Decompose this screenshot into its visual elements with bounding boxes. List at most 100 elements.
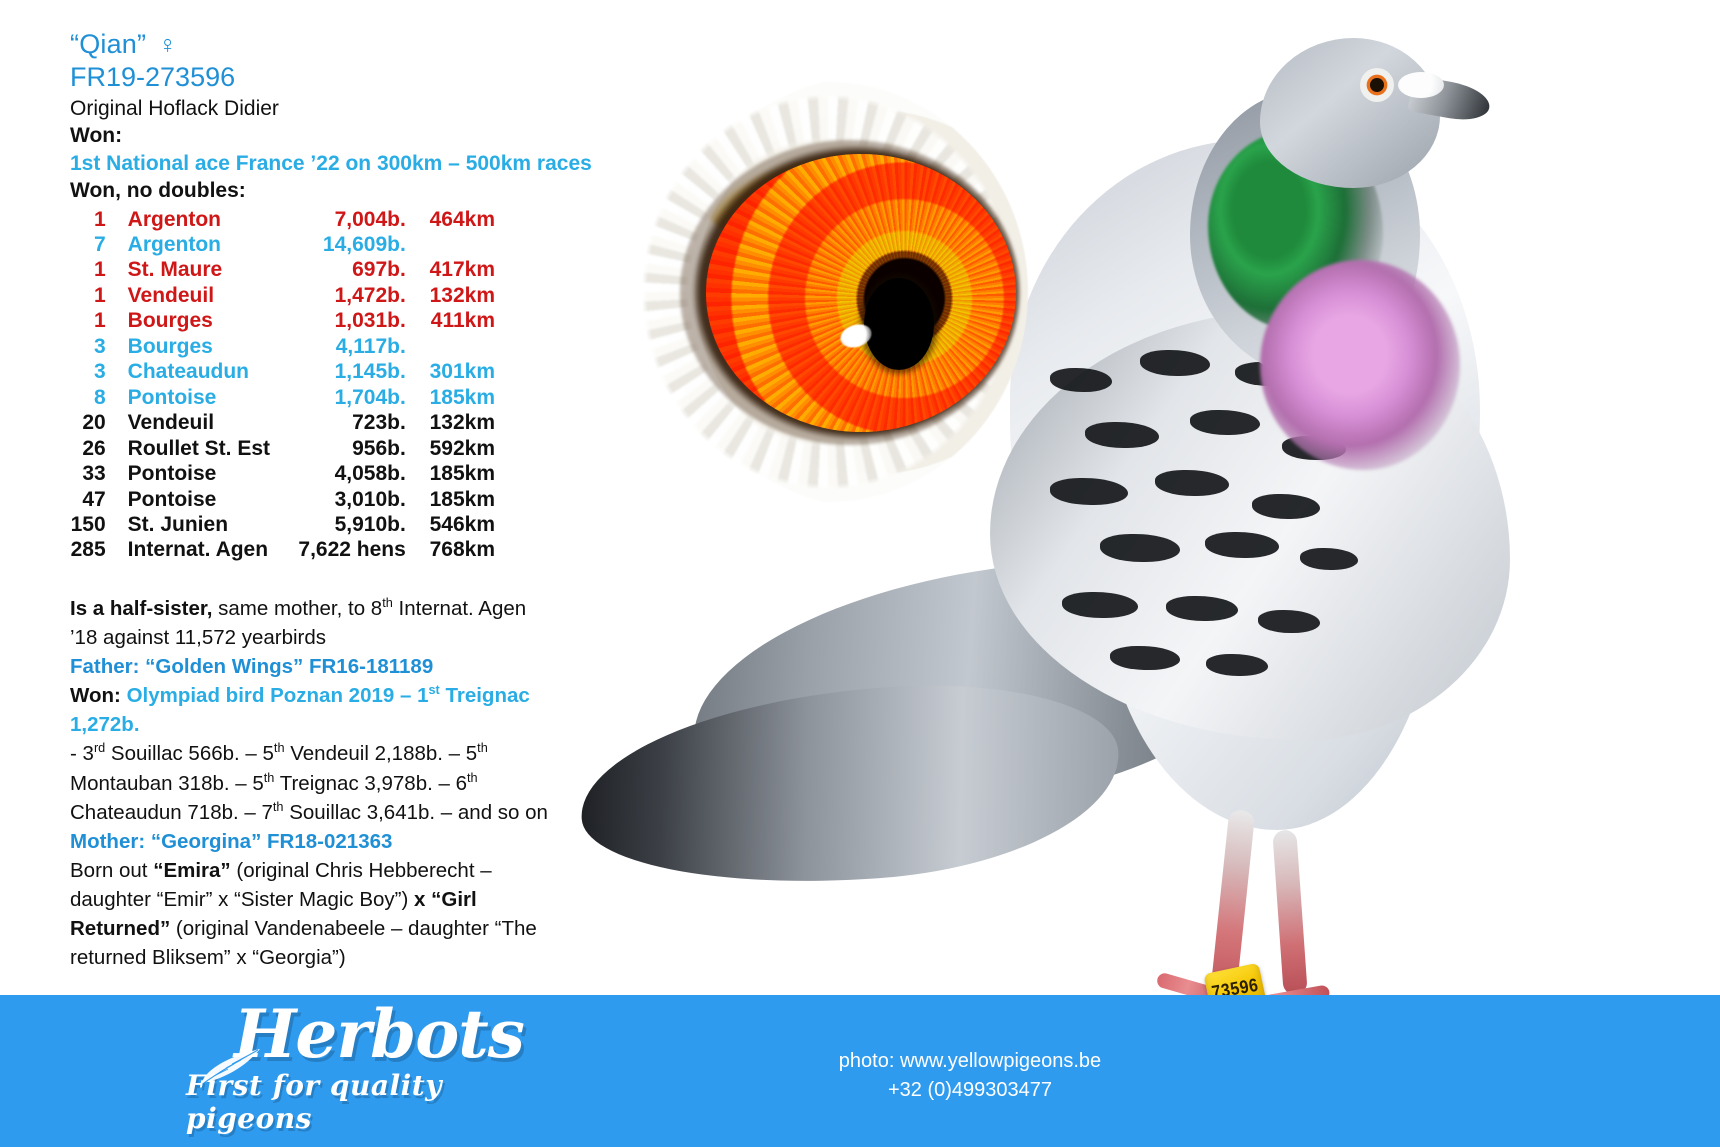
pigeon-name: “Qian” bbox=[70, 29, 147, 59]
ordinal-suffix: th bbox=[467, 769, 478, 785]
result-rank: 1 bbox=[93, 283, 106, 307]
father-won-ordinal-suffix: st bbox=[428, 682, 440, 698]
result-row: 26 Roullet St. Est 956b. 592km bbox=[70, 437, 495, 462]
footer-banner: Herbots First for quality pigeons photo:… bbox=[0, 995, 1720, 1147]
result-distance: 301km bbox=[429, 360, 495, 384]
pigeon-wing bbox=[990, 310, 1510, 740]
result-distance: 592km bbox=[429, 436, 495, 460]
result-distance bbox=[406, 335, 495, 360]
pigeon-head bbox=[1260, 38, 1440, 188]
ordinal-suffix: th bbox=[477, 740, 488, 756]
father-won-line: Won: Olympiad bird Poznan 2019 – 1st Tre… bbox=[70, 681, 550, 739]
result-row: 285 Internat. Agen 7,622 hens 768km bbox=[70, 538, 495, 563]
ordinal-suffix: rd bbox=[93, 740, 106, 756]
half-sister-lead: Is a half-sister, bbox=[70, 596, 213, 620]
iris bbox=[706, 154, 1016, 432]
result-race: Argenton bbox=[127, 233, 221, 257]
result-rank: 47 bbox=[82, 487, 106, 511]
result-distance: 185km bbox=[429, 462, 495, 486]
race-results-table: 1 Argenton 7,004b. 464km 7 Argenton 14,609b. 1 S… bbox=[70, 208, 495, 564]
result-birds: 697b. bbox=[352, 258, 406, 282]
herbots-tagline: First for quality pigeons bbox=[186, 1069, 442, 1135]
pigeon-neck-pink-iridescence bbox=[1260, 260, 1460, 470]
result-distance: 132km bbox=[429, 283, 495, 307]
result-rank: 33 bbox=[82, 462, 106, 486]
half-sister-text-2: Internat. Agen ’18 against 11,572 yearbi… bbox=[70, 596, 527, 650]
result-row: 1 Bourges 1,031b. 411km bbox=[70, 309, 495, 334]
result-row: 150 St. Junien 5,910b. 546km bbox=[70, 513, 495, 538]
father-details-paragraph: - 3rd Souillac 566b. – 5th Vendeuil 2,18… bbox=[70, 740, 548, 824]
result-birds: 7,622 hens bbox=[298, 538, 406, 562]
pupil bbox=[864, 278, 934, 370]
result-rank: 7 bbox=[93, 233, 106, 257]
half-sister-text-1: same mother, to 8 bbox=[212, 596, 383, 620]
result-race: Vendeuil bbox=[127, 283, 215, 307]
national-ace-title: 1st National ace France ’22 on 300km – 5… bbox=[70, 151, 592, 175]
result-race: Chateaudun bbox=[127, 360, 250, 384]
photo-credit-website: photo: www.yellowpigeons.be bbox=[838, 1050, 1102, 1072]
pigeon-tail bbox=[574, 671, 1126, 899]
result-rank: 26 bbox=[82, 436, 106, 460]
result-birds: 1,472b. bbox=[334, 283, 406, 307]
result-distance: 464km bbox=[429, 207, 495, 231]
result-row: 47 Pontoise 3,010b. 185km bbox=[70, 488, 495, 513]
pigeon-eye-macro-photo bbox=[628, 82, 1028, 512]
result-race: St. Maure bbox=[127, 258, 223, 282]
pigeon-leg-right bbox=[1272, 829, 1308, 996]
pigeon-ring-number: FR19-273596 bbox=[70, 61, 236, 92]
result-distance: 411km bbox=[430, 309, 495, 333]
result-birds: 14,609b. bbox=[322, 233, 406, 257]
pigeon-cere bbox=[1398, 72, 1444, 98]
result-rank: 285 bbox=[70, 538, 106, 562]
result-row: 1 Vendeuil 1,472b. 132km bbox=[70, 284, 495, 309]
result-row: 7 Argenton 14,609b. bbox=[70, 233, 495, 258]
result-race: Argenton bbox=[127, 207, 221, 231]
female-sex-icon: ♀ bbox=[158, 31, 178, 59]
result-distance: 185km bbox=[429, 487, 495, 511]
result-birds: 7,004b. bbox=[334, 207, 406, 231]
result-rank: 8 bbox=[93, 385, 106, 409]
mother-heading: Mother: “Georgina” FR18-021363 bbox=[70, 829, 393, 853]
herbots-brand-word: Herbots bbox=[234, 995, 525, 1073]
iris-texture bbox=[706, 154, 1016, 432]
photo-credit-phone: +32 (0)499303477 bbox=[887, 1079, 1053, 1101]
mother-text-c: (original Vandenabeele – daughter “The r… bbox=[70, 917, 537, 970]
won-no-doubles-label: Won, no doubles: bbox=[70, 179, 246, 203]
result-rank: 20 bbox=[82, 411, 106, 435]
result-distance: 417km bbox=[429, 258, 495, 282]
result-rank: 150 bbox=[70, 513, 106, 537]
pigeon-eye-pupil bbox=[1370, 78, 1384, 92]
mother-girl-returned-name: x “Girl Returned” bbox=[70, 888, 477, 941]
pigeon-breeder: Original Hoflack Didier bbox=[70, 96, 279, 120]
result-row: 3 Chateaudun 1,145b. 301km bbox=[70, 360, 495, 385]
mother-text-a: Born out bbox=[70, 858, 154, 882]
result-row: 20 Vendeuil 723b. 132km bbox=[70, 411, 495, 436]
result-rank: 1 bbox=[93, 207, 106, 231]
result-race: Bourges bbox=[127, 309, 213, 333]
won-label: Won: bbox=[70, 123, 123, 147]
half-sister-ordinal-suffix: th bbox=[382, 595, 393, 611]
mother-pedigree-paragraph: Born out “Emira” (original Chris Hebbere… bbox=[70, 856, 550, 972]
result-distance: 185km bbox=[429, 385, 495, 409]
father-won-highlight-b: Treignac 1,272b. bbox=[70, 684, 530, 737]
mother-emira-name: “Emira” bbox=[153, 858, 231, 882]
result-birds: 1,704b. bbox=[334, 385, 406, 409]
father-won-colon: : bbox=[114, 684, 127, 708]
result-birds: 1,031b. bbox=[334, 309, 406, 333]
result-race: Internat. Agen bbox=[127, 538, 269, 562]
result-race: Pontoise bbox=[127, 487, 217, 511]
result-rank: 3 bbox=[93, 334, 106, 358]
result-birds: 4,058b. bbox=[334, 462, 406, 486]
result-row: 33 Pontoise 4,058b. 185km bbox=[70, 462, 495, 487]
ordinal-suffix: th bbox=[272, 798, 284, 814]
father-heading: Father: “Golden Wings” FR16-181189 bbox=[70, 655, 434, 679]
feather-icon bbox=[202, 1049, 260, 1084]
result-birds: 4,117b. bbox=[335, 334, 406, 358]
result-birds: 956b. bbox=[352, 436, 406, 460]
result-row: 1 Argenton 7,004b. 464km bbox=[70, 208, 495, 233]
father-won-highlight-a: Olympiad bird Poznan 2019 – 1 bbox=[126, 684, 429, 708]
result-birds: 723b. bbox=[352, 411, 406, 435]
father-won-label: Won bbox=[70, 684, 115, 708]
herbots-logo: Herbots First for quality pigeons bbox=[176, 1001, 576, 1141]
